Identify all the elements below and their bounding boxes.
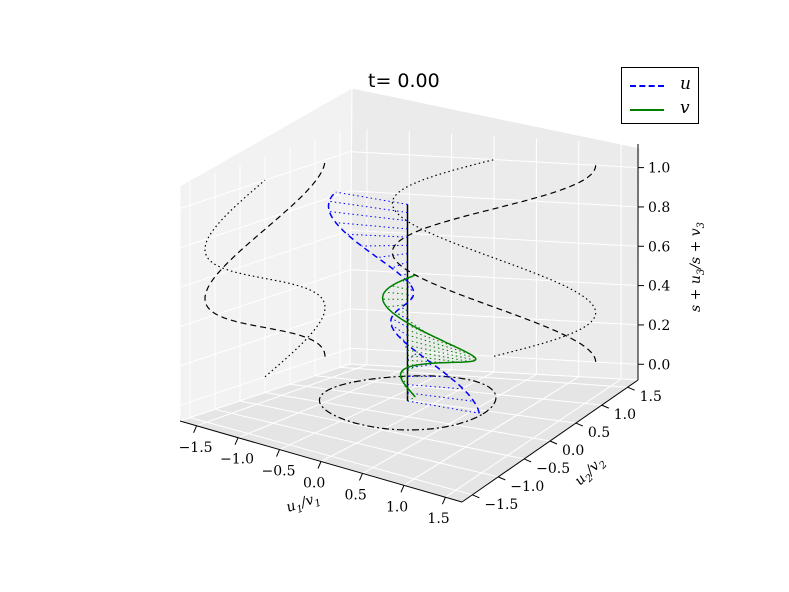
- u-connector: [407, 285, 415, 293]
- y-tick-label: −1.5: [484, 497, 518, 513]
- v-connector: [407, 334, 470, 355]
- u-connector: [407, 294, 413, 299]
- grid-line: [179, 229, 639, 288]
- z-axis-label: s + u3/s + v3: [688, 222, 707, 312]
- u-connector: [377, 253, 408, 259]
- u-connector: [391, 317, 408, 328]
- y-tick: [523, 458, 532, 463]
- y-axis-label: u2/v2: [572, 453, 610, 491]
- v-connector: [384, 291, 408, 295]
- legend-item-u: u: [622, 74, 698, 98]
- curves: [204, 159, 597, 431]
- grid-line: [179, 308, 639, 367]
- v-connector: [407, 388, 409, 397]
- legend-label-v: v: [680, 98, 690, 118]
- grid-line: [403, 376, 579, 486]
- u-connector: [391, 324, 408, 336]
- back-dashed-projection: [391, 165, 597, 362]
- u-connector: [335, 222, 408, 230]
- y-tick: [627, 386, 635, 391]
- y-tick-label: 1.5: [640, 389, 662, 405]
- x-tick: [400, 485, 405, 493]
- series-v-line: [381, 274, 477, 398]
- z-tick-label: 1.0: [648, 161, 670, 177]
- tick-labels: −1.5−1.0−0.50.00.51.01.5−1.5−1.0−0.50.00…: [179, 161, 671, 528]
- grid-line: [445, 378, 622, 498]
- v-connector: [391, 285, 408, 290]
- x-tick: [234, 437, 239, 445]
- x-axis-label: u1/v1: [284, 490, 323, 519]
- legend-item-v: v: [622, 98, 698, 122]
- x-tick-label: 0.5: [344, 487, 366, 503]
- u-connector: [404, 342, 408, 352]
- grid-line: [314, 375, 602, 406]
- z-tick-label: 0.0: [648, 357, 670, 373]
- x-tick-label: −1.0: [220, 452, 254, 468]
- v-connector: [401, 370, 408, 381]
- x-tick-label: 0.0: [303, 476, 325, 492]
- z-tick-label: 0.8: [648, 200, 670, 216]
- v-connector: [400, 375, 408, 387]
- y-tick: [498, 476, 506, 481]
- y-tick-label: −0.5: [536, 461, 570, 477]
- x-tick: [441, 497, 446, 505]
- z-tick-label: 0.4: [648, 279, 670, 295]
- chart-title: t= 0.00: [368, 70, 440, 92]
- u-connector: [391, 261, 408, 269]
- v-connector: [402, 279, 408, 285]
- y-tick-label: 1.0: [614, 407, 636, 423]
- y-tick: [575, 422, 584, 427]
- z-tick-label: 0.2: [648, 318, 670, 334]
- axis-panes: [178, 87, 641, 503]
- left-dotted-projection: [204, 179, 326, 378]
- legend-swatch-v: [630, 109, 664, 111]
- x-tick-label: 1.0: [386, 499, 408, 515]
- grid-line: [179, 347, 639, 406]
- grid: [179, 128, 639, 498]
- back-pane: [349, 87, 641, 381]
- grid-line: [339, 366, 628, 388]
- u-connector: [407, 384, 464, 390]
- legend: u v: [621, 67, 699, 124]
- x-tick: [193, 425, 198, 433]
- x-tick: [317, 461, 322, 469]
- u-connector: [407, 352, 418, 361]
- y-tick-label: 0.5: [588, 425, 610, 441]
- grid-line: [289, 383, 576, 424]
- grid-line: [264, 392, 551, 442]
- grid-line: [179, 151, 639, 210]
- v-connector: [407, 367, 410, 376]
- x-tick: [359, 473, 363, 481]
- u-connector: [361, 244, 408, 247]
- legend-label-u: u: [680, 74, 691, 94]
- u-connector: [347, 233, 408, 238]
- y-tick-label: 0.0: [562, 443, 584, 459]
- u-connector: [402, 269, 408, 278]
- y-tick-label: −1.0: [510, 479, 544, 495]
- grid-line: [179, 269, 639, 328]
- u-connector: [407, 400, 480, 414]
- u-connector: [335, 191, 408, 205]
- z-tick-label: 0.6: [648, 239, 670, 255]
- v-connector: [407, 314, 411, 325]
- x-tick-label: −0.5: [262, 464, 296, 480]
- v-connector: [407, 396, 416, 402]
- y-tick: [549, 440, 558, 445]
- v-connector: [386, 303, 408, 308]
- grid-line: [362, 373, 537, 474]
- legend-swatch-u: [630, 85, 664, 87]
- left-dashed-projection: [204, 160, 326, 357]
- v-connector: [407, 349, 470, 363]
- y-tick: [601, 404, 609, 409]
- x-tick: [276, 449, 280, 457]
- grid-line: [179, 190, 639, 249]
- x-tick-label: −1.5: [179, 440, 213, 456]
- x-tick-label: 1.5: [427, 511, 449, 527]
- y-tick: [472, 494, 480, 499]
